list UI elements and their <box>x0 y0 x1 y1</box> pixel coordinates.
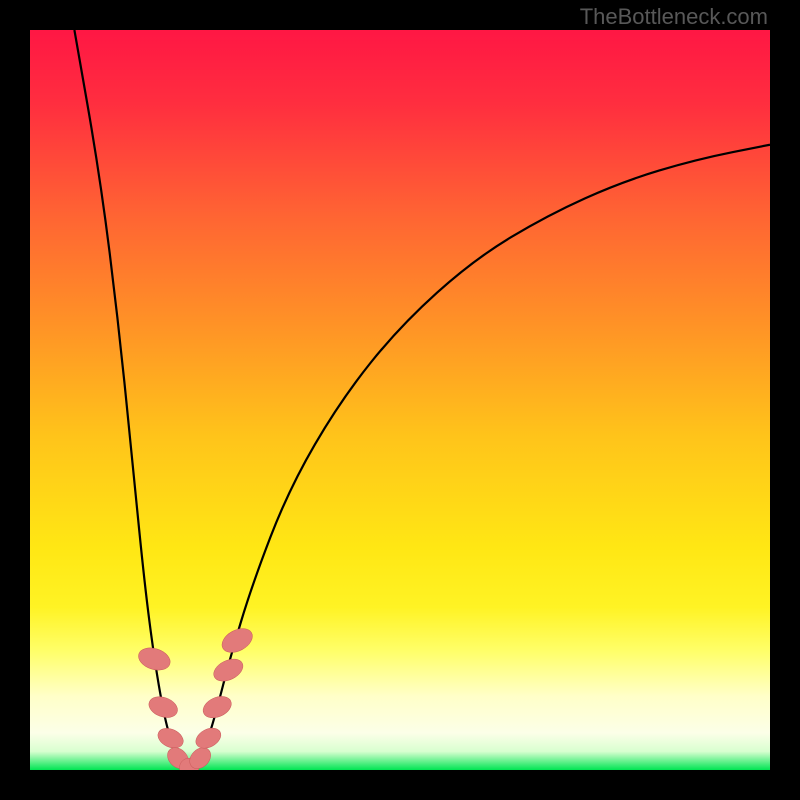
attribution-label: TheBottleneck.com <box>580 4 768 30</box>
curve-marker <box>146 693 180 721</box>
curve-marker <box>200 692 235 722</box>
curve-marker <box>192 724 224 752</box>
curve-marker <box>218 624 256 658</box>
curve-marker <box>136 644 173 674</box>
bottleneck-curve <box>74 30 770 770</box>
curve-marker <box>155 725 187 752</box>
plot-area <box>30 30 770 770</box>
curve-marker <box>210 655 246 686</box>
chart-svg <box>30 30 770 770</box>
chart-frame: TheBottleneck.com <box>0 0 800 800</box>
